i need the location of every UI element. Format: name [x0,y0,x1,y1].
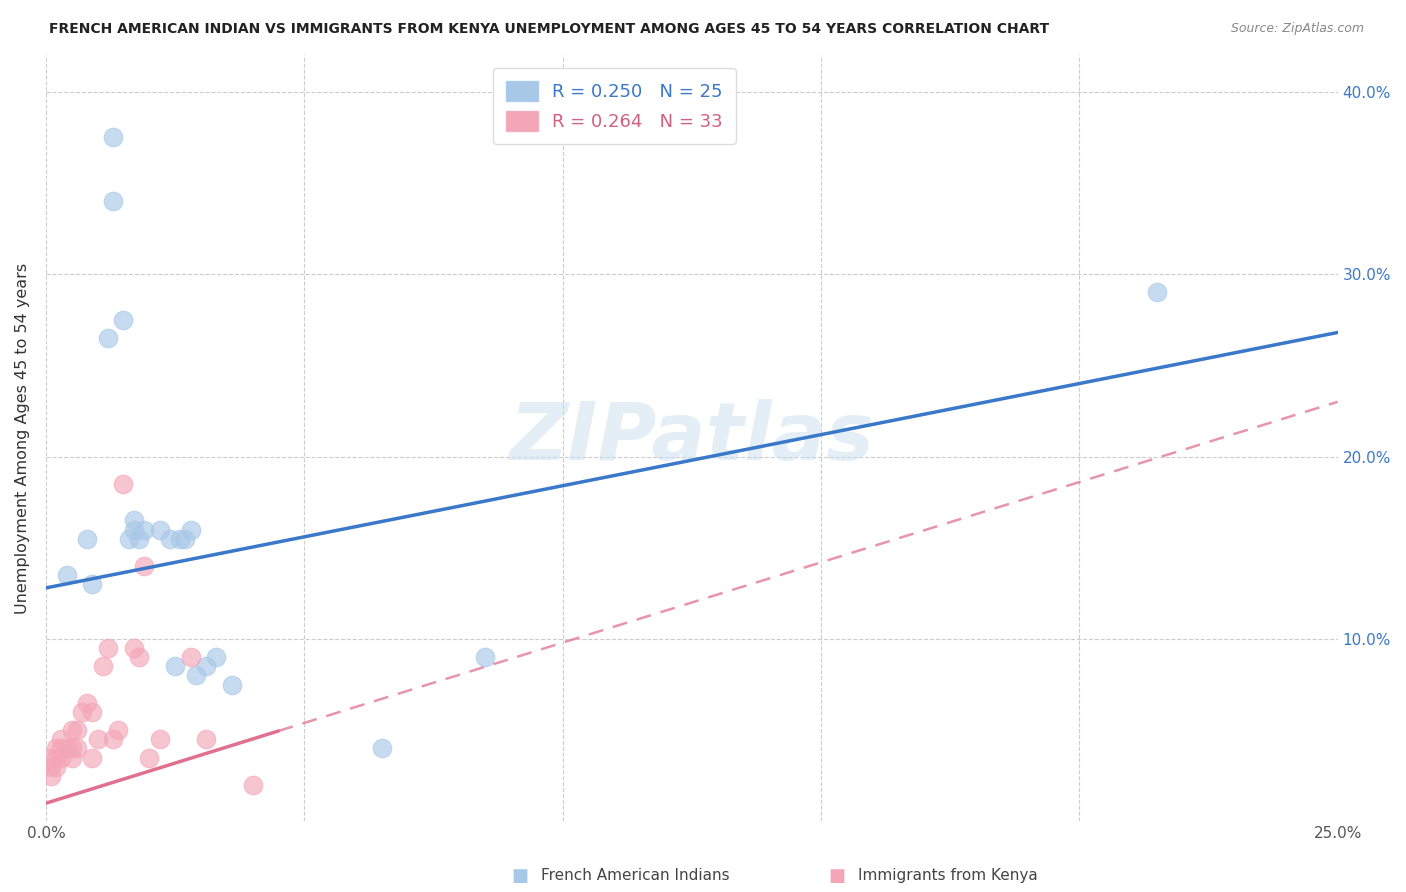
Point [149,523,172,537]
Point [112,477,135,491]
Point [122,523,145,537]
Point [1146,285,1168,300]
Point [86,732,108,747]
Point [128,650,150,665]
Point [97,331,120,345]
Point [138,750,160,764]
Point [82,577,104,591]
Point [39,760,62,774]
Point [51,750,73,764]
Point [60,741,83,756]
Point [134,559,156,574]
Point [45,750,67,764]
Point [60,750,83,764]
Point [371,741,394,756]
Point [159,532,181,546]
Point [76,696,98,710]
Point [60,723,83,738]
Y-axis label: Unemployment Among Ages 45 to 54 years: Unemployment Among Ages 45 to 54 years [15,263,30,614]
Point [39,769,62,783]
Point [242,778,264,792]
Point [97,641,120,656]
Point [112,312,135,326]
Point [51,741,73,756]
Point [134,523,156,537]
Point [128,532,150,546]
Text: ZIPatlas: ZIPatlas [509,400,875,477]
Point [101,194,124,208]
Point [55,568,77,582]
Text: ■: ■ [828,867,845,885]
Point [149,732,172,747]
Text: ■: ■ [512,867,529,885]
Point [180,650,202,665]
Text: FRENCH AMERICAN INDIAN VS IMMIGRANTS FROM KENYA UNEMPLOYMENT AMONG AGES 45 TO 54: FRENCH AMERICAN INDIAN VS IMMIGRANTS FRO… [49,22,1049,37]
Text: Source: ZipAtlas.com: Source: ZipAtlas.com [1230,22,1364,36]
Point [55,741,77,756]
Point [101,130,124,145]
Point [82,705,104,719]
Point [45,741,67,756]
Point [101,732,124,747]
Point [66,723,89,738]
Point [184,668,207,682]
Point [180,523,202,537]
Point [117,532,139,546]
Point [122,641,145,656]
Point [91,659,114,673]
Point [107,723,129,738]
Point [70,705,93,719]
Text: French American Indians: French American Indians [541,869,730,883]
Point [195,659,218,673]
Point [165,659,187,673]
Point [174,532,197,546]
Point [76,532,98,546]
Point [66,741,89,756]
Point [45,760,67,774]
Point [195,732,218,747]
Point [51,732,73,747]
Text: Immigrants from Kenya: Immigrants from Kenya [858,869,1038,883]
Point [221,678,243,692]
Point [39,750,62,764]
Point [169,532,191,546]
Point [474,650,496,665]
Point [122,513,145,527]
Point [82,750,104,764]
Point [205,650,228,665]
Legend: R = 0.250   N = 25, R = 0.264   N = 33: R = 0.250 N = 25, R = 0.264 N = 33 [494,68,735,144]
